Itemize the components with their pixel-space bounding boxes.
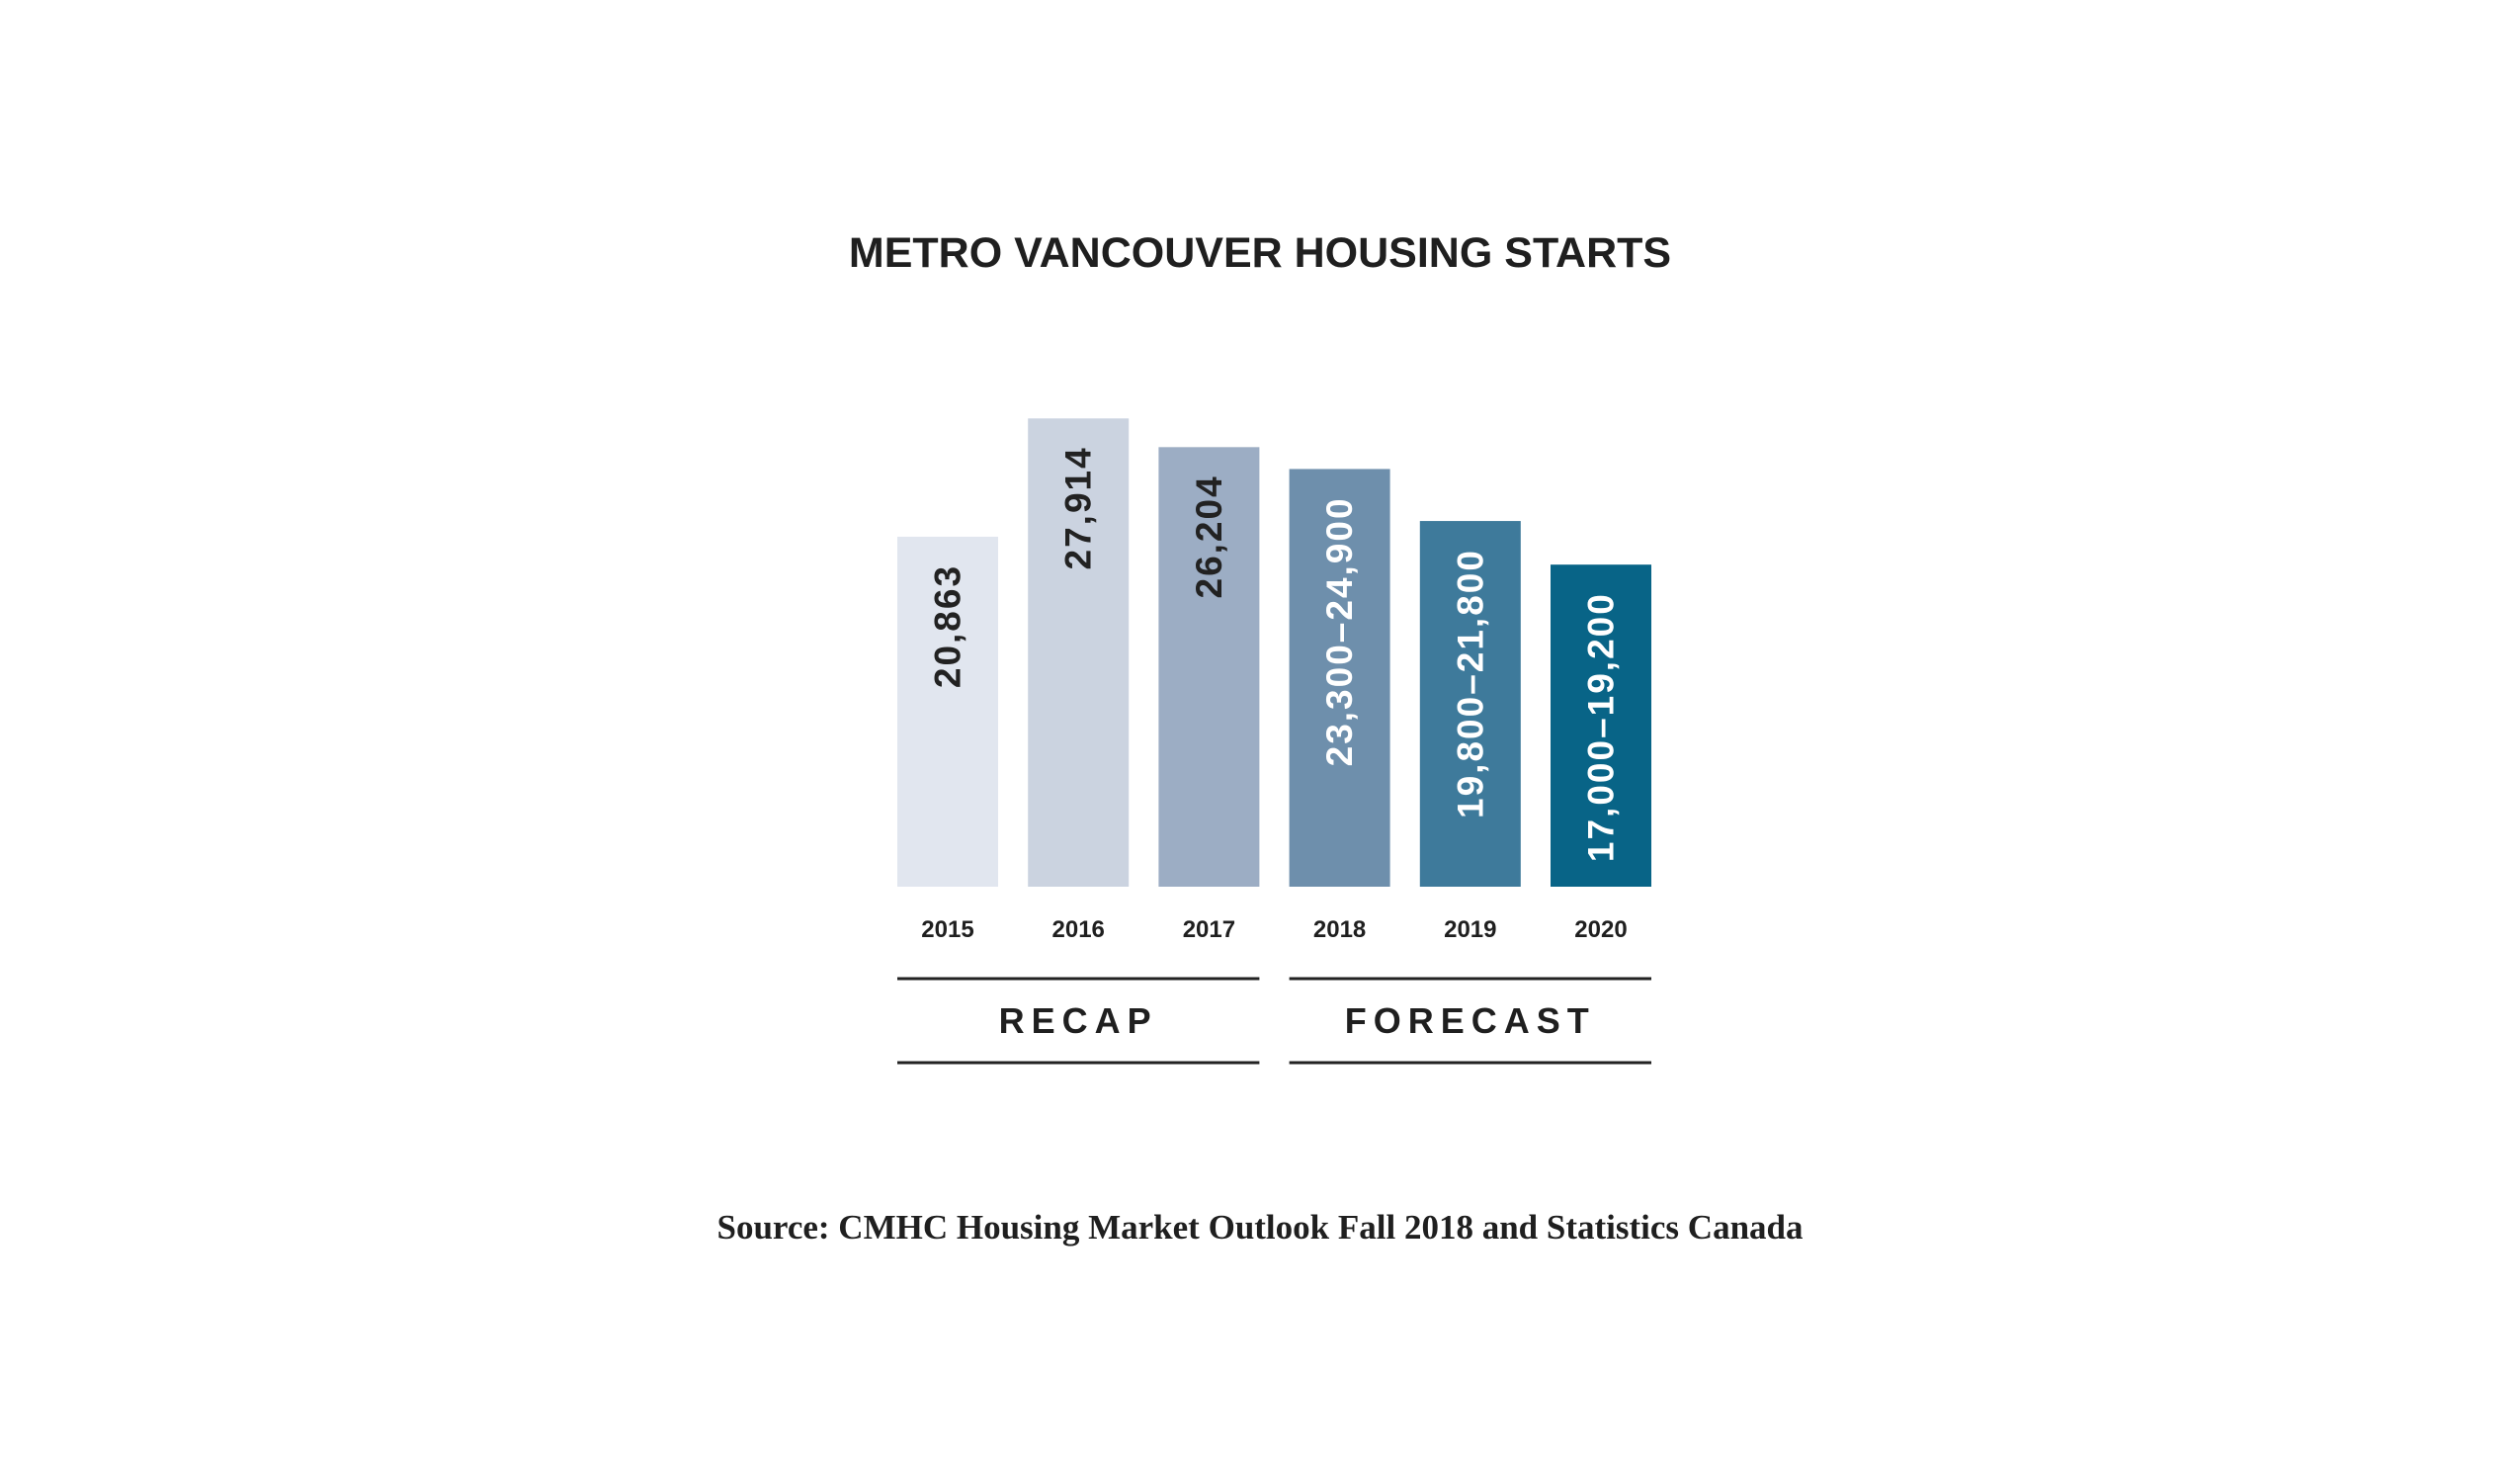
bar-value-label-2020: 17,000–19,200 bbox=[1581, 592, 1622, 862]
bars bbox=[897, 418, 1651, 887]
bar-2017 bbox=[1158, 447, 1260, 887]
bar-2019 bbox=[1419, 521, 1521, 887]
bar-value-label-2019: 19,800–21,800 bbox=[1450, 549, 1490, 818]
bar-value-label-2016: 27,914 bbox=[1058, 446, 1099, 569]
source-note: Source: CMHC Housing Market Outlook Fall… bbox=[717, 1208, 1804, 1247]
bar-2015 bbox=[897, 536, 998, 887]
group-label-forecast: FORECAST bbox=[1345, 1000, 1596, 1041]
tick-label-2019: 2019 bbox=[1444, 916, 1496, 943]
bar-value-labels: 20,863 27,914 26,204 23,300–24,900 19,800–21… bbox=[928, 446, 1622, 862]
tick-label-2018: 2018 bbox=[1313, 916, 1366, 943]
bar-2018 bbox=[1289, 469, 1390, 887]
tick-label-2016: 2016 bbox=[1052, 916, 1105, 943]
bar-value-label-2015: 20,863 bbox=[928, 564, 968, 688]
x-axis-tick-labels: 2015 2016 2017 2018 2019 2020 bbox=[921, 916, 1627, 943]
bar-2016 bbox=[1028, 418, 1130, 887]
group-label-recap: RECAP bbox=[999, 1000, 1158, 1041]
period-groups: RECAP FORECAST bbox=[897, 977, 1651, 1065]
bar-value-label-2017: 26,204 bbox=[1189, 474, 1229, 598]
bar-2020 bbox=[1551, 564, 1651, 887]
chart-title: METRO VANCOUVER HOUSING STARTS bbox=[849, 229, 1671, 277]
tick-label-2020: 2020 bbox=[1574, 916, 1627, 943]
bar-value-label-2018: 23,300–24,900 bbox=[1319, 496, 1360, 766]
tick-label-2015: 2015 bbox=[921, 916, 973, 943]
tick-label-2017: 2017 bbox=[1183, 916, 1235, 943]
